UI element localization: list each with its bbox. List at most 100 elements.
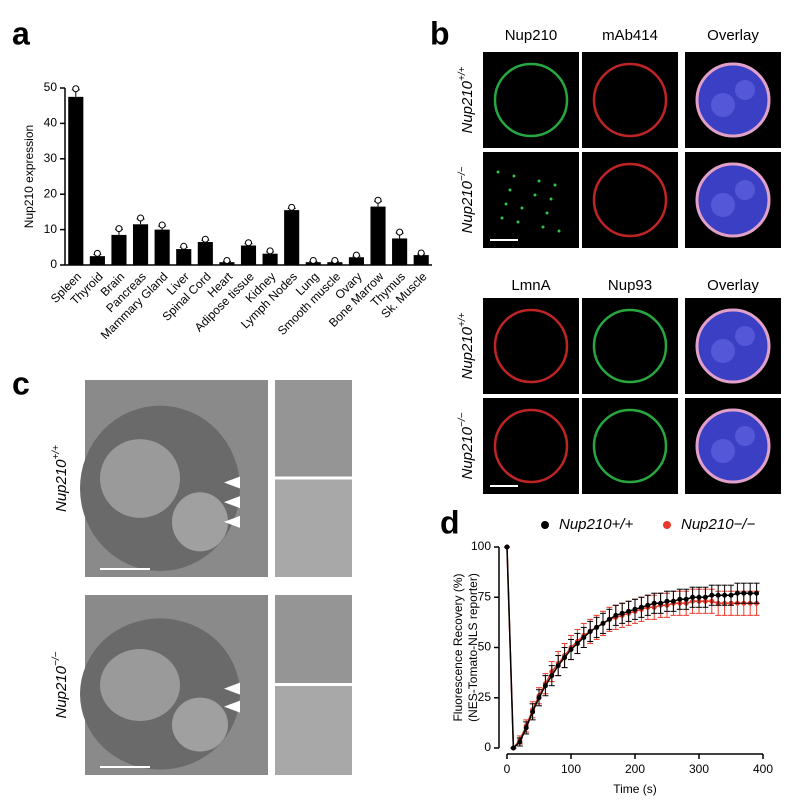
gene: Nup210: [459, 80, 476, 133]
marker: [510, 745, 516, 751]
replicate: [180, 242, 188, 250]
arrowhead: [224, 700, 240, 713]
nuclear-rim: [592, 408, 668, 484]
marker: [690, 594, 696, 600]
marker: [670, 598, 676, 604]
y-tick-label: 25: [478, 690, 492, 704]
panel-label: d: [440, 504, 460, 540]
chromatin: [711, 339, 735, 363]
genotype: +/+: [51, 445, 62, 460]
marker: [651, 600, 657, 606]
marker: [581, 634, 587, 640]
speckle: [549, 197, 553, 201]
micrograph: [483, 298, 579, 394]
gene: Nup210: [53, 665, 70, 718]
micrograph: [582, 298, 678, 394]
y-tick-label: 20: [44, 186, 58, 200]
marker: [709, 592, 715, 598]
gene: Nup210: [459, 180, 476, 233]
x-tick-label: 100: [561, 762, 581, 776]
replicate: [158, 221, 166, 229]
legend-marker: [541, 521, 549, 529]
bar: [89, 256, 105, 265]
y-axis-label: Nup210 expression: [22, 125, 36, 228]
column-header: mAb414: [602, 27, 658, 44]
marker: [542, 683, 548, 689]
panel-label: c: [12, 365, 30, 401]
bar: [240, 245, 257, 265]
marker: [606, 616, 612, 622]
x-tick-label: 300: [689, 762, 709, 776]
speckle: [553, 183, 557, 187]
column-header: Nup210: [505, 27, 558, 44]
legend-marker: [663, 521, 671, 529]
em-zoom: [275, 479, 352, 577]
speckle: [541, 225, 545, 229]
arrowhead: [224, 682, 240, 695]
nuclear-rim: [592, 308, 668, 384]
marker: [664, 598, 670, 604]
euchromatin: [100, 439, 180, 518]
x-tick-label: 200: [625, 762, 645, 776]
marker: [715, 592, 721, 598]
euchromatin: [100, 649, 180, 721]
marker: [536, 695, 542, 701]
gene: Nup210: [459, 326, 476, 379]
marker: [638, 604, 644, 610]
replicate: [245, 239, 252, 247]
marker: [549, 673, 555, 679]
y-tick-label: 75: [478, 589, 492, 603]
replicate: [374, 196, 382, 204]
panel-label: b: [430, 15, 450, 51]
bar: [176, 249, 192, 265]
marker: [619, 610, 625, 616]
nuclear-rim: [592, 62, 668, 138]
replicate: [417, 249, 425, 257]
nuclear-rim: [493, 62, 569, 138]
column-header: Nup93: [608, 277, 652, 294]
y-tick-label: 50: [44, 80, 58, 94]
replicate: [396, 228, 404, 236]
speckle: [516, 220, 520, 224]
replicate: [266, 247, 274, 255]
y-tick-label: 40: [44, 116, 58, 130]
marker: [677, 596, 683, 602]
legend-label: Nup210−/−: [681, 516, 755, 533]
marker: [504, 544, 510, 550]
genotype-label: Nup210+/+: [457, 66, 476, 133]
bar: [413, 255, 429, 265]
micrograph: [582, 52, 678, 148]
marker: [702, 594, 708, 600]
marker: [632, 606, 638, 612]
x-axis-label: Time (s): [613, 782, 657, 796]
marker: [747, 590, 753, 596]
genotype-label: Nup210−/−: [51, 651, 70, 718]
bar: [370, 206, 386, 265]
gene: Nup210: [459, 426, 476, 479]
x-tick-label: 0: [504, 762, 511, 776]
bar: [133, 224, 149, 265]
marker: [645, 602, 651, 608]
bar: [111, 234, 127, 265]
em-zoom: [275, 380, 352, 477]
panel-label: a: [12, 15, 30, 51]
micrograph: [483, 152, 579, 248]
marker: [626, 608, 632, 614]
replicate: [331, 256, 339, 264]
series-line: [506, 546, 757, 750]
marker: [658, 600, 664, 606]
bar: [392, 238, 408, 265]
marker: [568, 647, 574, 653]
arrowhead: [224, 476, 240, 489]
speckle: [545, 211, 549, 215]
replicate: [352, 251, 360, 259]
genotype: +/+: [457, 66, 468, 81]
arrowhead: [224, 515, 240, 528]
chromatin: [711, 93, 735, 117]
marker: [741, 590, 747, 596]
replicate: [309, 256, 317, 264]
replicate: [223, 256, 231, 264]
marker: [728, 592, 734, 598]
replicate: [93, 249, 101, 257]
